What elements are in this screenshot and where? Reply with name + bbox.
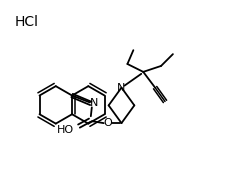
Text: N: N <box>90 98 98 108</box>
Text: O: O <box>103 118 112 128</box>
Text: N: N <box>117 83 126 93</box>
Text: HO: HO <box>57 125 74 135</box>
Text: HCl: HCl <box>14 15 38 29</box>
